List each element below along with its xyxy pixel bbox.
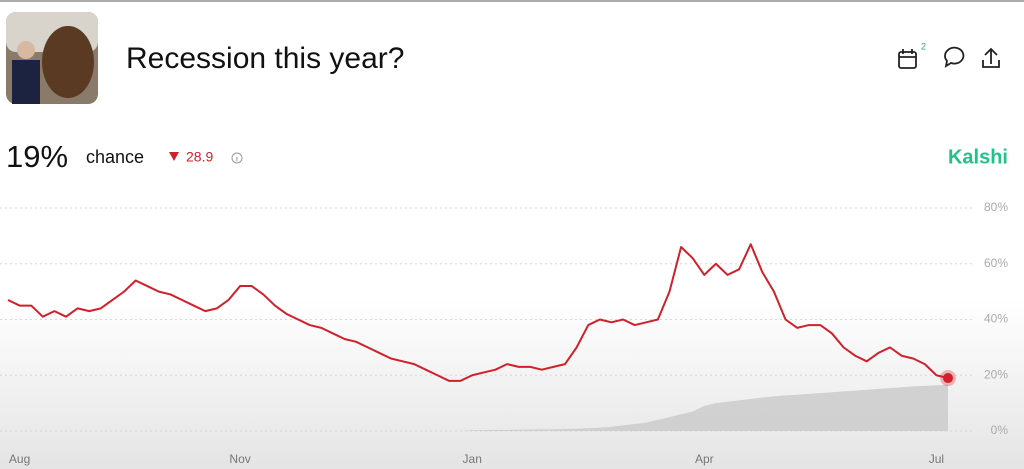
avatar [6, 12, 98, 104]
y-tick-label: 20% [984, 367, 1008, 381]
x-tick-label: Jul [929, 452, 944, 466]
price-line [7, 243, 949, 382]
x-tick-label: Apr [695, 452, 714, 466]
x-tick-label: Aug [9, 452, 30, 466]
y-tick-label: 80% [984, 200, 1008, 214]
info-icon[interactable] [231, 152, 243, 164]
volume-area [8, 384, 948, 431]
x-tick-label: Nov [229, 452, 250, 466]
change: 28.9 [186, 149, 213, 165]
calendar-icon[interactable] [898, 49, 917, 69]
y-tick-label: 40% [984, 312, 1008, 326]
badge: 2 [921, 41, 926, 51]
down-arrow [169, 152, 179, 161]
y-tick-label: 0% [991, 423, 1009, 437]
share-icon[interactable] [982, 47, 1000, 68]
y-tick-label: 60% [984, 256, 1008, 270]
headline: 19% [6, 139, 68, 174]
comment-icon[interactable] [944, 46, 965, 68]
source: Kalshi [948, 146, 1008, 168]
title: Recession this year? [126, 42, 404, 75]
headline-suffix: chance [86, 147, 144, 167]
background [0, 300, 1024, 469]
end-dot [943, 373, 953, 384]
x-tick-label: Jan [463, 452, 482, 466]
